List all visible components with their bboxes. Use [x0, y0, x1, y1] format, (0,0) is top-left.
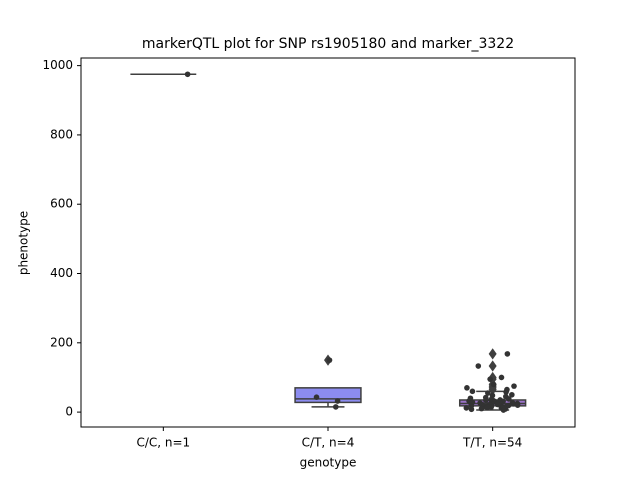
y-tick-label: 400 [50, 266, 73, 280]
y-tick-label: 200 [50, 335, 73, 349]
x-tick-label: C/C, n=1 [136, 436, 190, 450]
strip-point [464, 385, 470, 391]
strip-point [505, 396, 512, 402]
flier [488, 360, 497, 372]
strip-point [485, 390, 491, 396]
strip-point [463, 405, 470, 411]
strip-point [184, 71, 191, 78]
strip-point [469, 388, 476, 395]
strip-point [334, 398, 341, 404]
strip-point [484, 404, 491, 411]
strip-point [313, 394, 320, 401]
strip-point [503, 389, 509, 395]
flier [488, 383, 497, 396]
strip-point [514, 402, 521, 408]
strip-point [511, 383, 517, 389]
y-tick-label: 600 [50, 197, 73, 211]
strip-point [487, 376, 493, 382]
strip-point [483, 397, 489, 404]
x-tick-label: T/T, n=54 [462, 436, 522, 450]
strip-point [500, 407, 507, 413]
strip-point [468, 406, 475, 413]
strip-point [326, 357, 333, 363]
strip-point [478, 405, 485, 412]
y-axis-label: phenotype [17, 211, 31, 275]
strip-point [490, 381, 497, 388]
box [294, 387, 362, 404]
strip-point [498, 374, 505, 381]
flier [488, 348, 497, 360]
x-tick-label: C/T, n=4 [302, 436, 355, 450]
chart-title: markerQTL plot for SNP rs1905180 and mar… [142, 36, 514, 52]
strip-point [504, 351, 511, 357]
y-tick-label: 800 [50, 127, 73, 141]
plot-frame [80, 57, 576, 428]
y-tick-label: 0 [65, 405, 73, 419]
strip-point [333, 404, 339, 410]
y-tick-label: 1000 [42, 58, 73, 72]
strip-point [475, 363, 482, 369]
strip-point [509, 391, 515, 398]
x-axis-label: genotype [300, 456, 357, 470]
